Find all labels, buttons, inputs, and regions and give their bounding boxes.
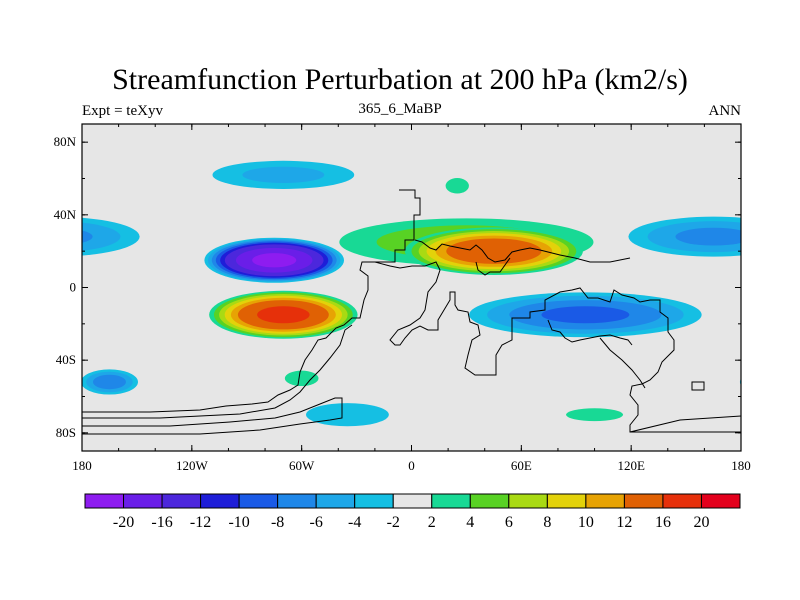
coastline-south-polar-1 xyxy=(82,324,353,419)
coastline-india xyxy=(475,257,511,276)
colorbar-swatch xyxy=(84,493,125,509)
colorbar-swatch xyxy=(469,493,510,509)
map-background xyxy=(82,124,741,451)
colorbar-label: 4 xyxy=(466,514,474,531)
colorbar-swatch xyxy=(354,493,394,509)
coastline-americas xyxy=(82,189,421,413)
season-label: ANN xyxy=(708,103,742,119)
contour-fill xyxy=(541,306,630,324)
colorbar-label: 12 xyxy=(616,514,632,531)
y-tick-label: 0 xyxy=(70,280,77,295)
contour-fill xyxy=(675,227,741,246)
coastline-antarctica-east xyxy=(629,415,741,433)
colorbar-label: 2 xyxy=(428,514,436,531)
colorbar-label: -20 xyxy=(113,514,134,531)
case-label: 365_6_MaBP xyxy=(358,101,442,117)
x-tick-label: 0 xyxy=(408,458,415,473)
colorbar-swatch xyxy=(161,493,202,509)
colorbar-swatch xyxy=(315,493,356,509)
colorbar-swatch xyxy=(700,493,741,509)
contour-fill xyxy=(306,403,389,427)
coastline-africa-eurasia xyxy=(374,261,741,433)
colorbar: -20 -16 -12 -10 -8 -6 -4 -2 2 4 6 8 10 12 16 20 xyxy=(84,493,741,531)
colorbar-label: 16 xyxy=(655,514,671,531)
contour-fill xyxy=(445,178,469,194)
colorbar-label: 10 xyxy=(578,514,594,531)
coastline-small-island xyxy=(691,381,705,391)
colorbar-swatch xyxy=(508,493,548,509)
colorbar-label: -2 xyxy=(387,514,400,531)
colorbar-swatch xyxy=(585,493,625,509)
colorbar-label: -10 xyxy=(228,514,249,531)
y-tick-label: 80N xyxy=(54,134,77,149)
colorbar-label: 8 xyxy=(543,514,551,531)
contour-fill xyxy=(745,372,792,393)
chart-title: Streamfunction Perturbation at 200 hPa (… xyxy=(112,63,688,96)
coastline-south-polar-2 xyxy=(82,397,343,435)
colorbar-swatch xyxy=(277,493,317,509)
colorbar-swatch xyxy=(662,493,702,509)
contour-fill xyxy=(257,306,310,324)
coastlines xyxy=(82,189,741,435)
contour-fill xyxy=(252,253,297,268)
colorbar-label: -8 xyxy=(271,514,284,531)
colorbar-swatch xyxy=(546,493,587,509)
colorbar-swatch xyxy=(238,493,279,509)
contour-fill xyxy=(752,375,785,390)
contour-fill xyxy=(92,374,126,390)
colorbar-swatch xyxy=(431,493,471,509)
map-background-fill xyxy=(82,124,741,451)
coastline-se-asia xyxy=(547,319,633,346)
y-tick-label: 80S xyxy=(56,425,76,440)
colorbar-label: -12 xyxy=(190,514,211,531)
contour-fill xyxy=(284,370,319,387)
x-axis: 180 120W 60W 0 60E 120E 180 xyxy=(72,124,751,473)
contour-fill xyxy=(82,230,93,243)
colorbar-swatch xyxy=(123,493,163,509)
colorbar-swatch xyxy=(623,493,664,509)
contour-fill xyxy=(242,166,325,183)
colorbar-label: 20 xyxy=(693,514,709,531)
x-tick-label: 180 xyxy=(72,458,92,473)
x-tick-label: 60W xyxy=(289,458,315,473)
coastline-asia xyxy=(414,239,631,263)
colorbar-label: -4 xyxy=(348,514,361,531)
contour-fills xyxy=(82,160,792,427)
colorbar-label: -16 xyxy=(151,514,172,531)
y-tick-label: 40N xyxy=(54,207,77,222)
y-axis: 80N 40N 0 40S 80S xyxy=(54,134,741,440)
colorbar-label: -6 xyxy=(310,514,323,531)
colorbar-swatch xyxy=(200,493,240,509)
colorbar-swatch xyxy=(392,493,433,509)
contour-fill xyxy=(566,408,624,422)
contour-fill xyxy=(82,222,121,251)
x-tick-label: 120W xyxy=(176,458,209,473)
x-tick-label: 180 xyxy=(731,458,751,473)
x-tick-label: 120E xyxy=(617,458,645,473)
contour-fill xyxy=(446,238,542,264)
coastline-australia-east xyxy=(599,337,646,389)
colorbar-label: 6 xyxy=(505,514,513,531)
contour-fill xyxy=(739,378,741,386)
experiment-label: Expt = teXyv xyxy=(82,103,163,119)
x-tick-label: 60E xyxy=(511,458,532,473)
y-tick-label: 40S xyxy=(56,352,76,367)
